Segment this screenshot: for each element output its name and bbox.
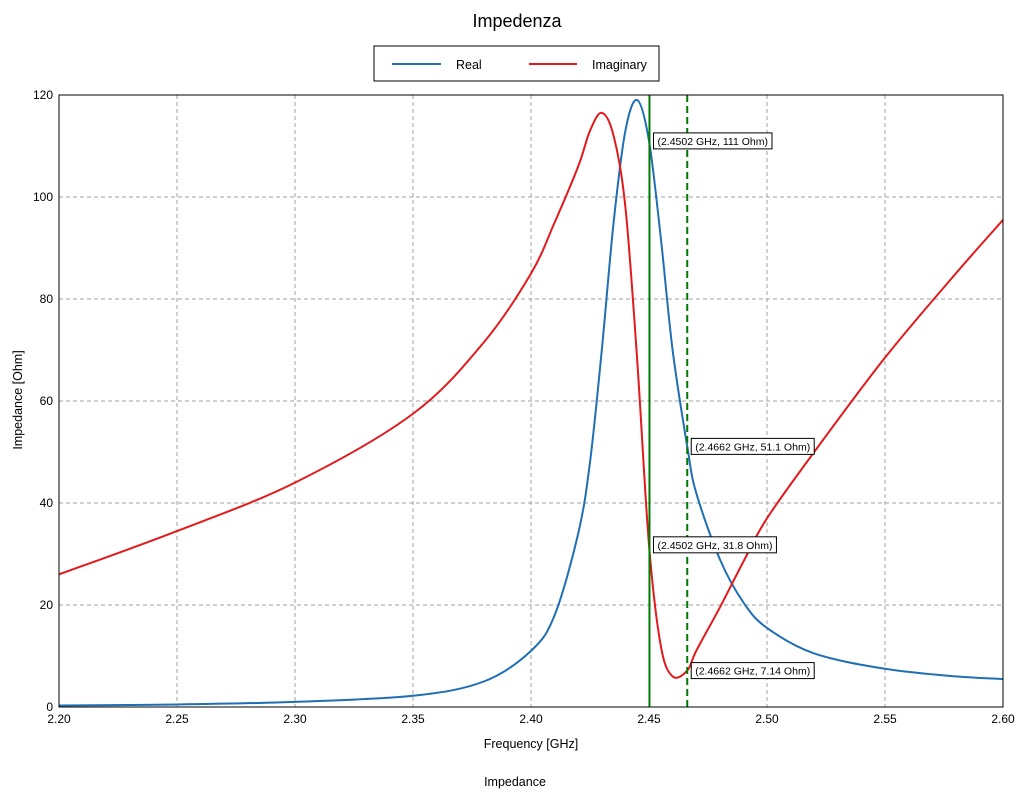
annotation-box — [690, 662, 815, 680]
annotation-box — [690, 437, 815, 455]
x-tick-label: 2.20 — [47, 712, 71, 726]
y-tick-label: 40 — [40, 496, 54, 510]
footer-label: Impedance — [484, 775, 546, 789]
annotation-text: (2.4662 GHz, 7.14 Ohm) — [695, 666, 810, 678]
y-tick-label: 20 — [40, 598, 54, 612]
annotation-text: (2.4502 GHz, 31.8 Ohm) — [657, 540, 772, 552]
annotation: (2.4502 GHz, 31.8 Ohm) — [652, 536, 777, 554]
y-axis-label: Impedance [Ohm] — [11, 350, 25, 449]
x-tick-label: 2.55 — [873, 712, 897, 726]
annotation-text: (2.4502 GHz, 111 Ohm) — [657, 136, 768, 148]
x-tick-label: 2.60 — [991, 712, 1015, 726]
grid — [59, 95, 1003, 707]
y-tick-label: 120 — [33, 88, 53, 102]
annotation-text: (2.4662 GHz, 51.1 Ohm) — [695, 441, 810, 453]
legend-label-imaginary: Imaginary — [592, 58, 648, 72]
plot-frame — [58, 94, 1004, 708]
x-tick-label: 2.40 — [519, 712, 543, 726]
x-tick-label: 2.45 — [637, 712, 661, 726]
y-tick-label: 60 — [40, 394, 54, 408]
annotation: (2.4502 GHz, 111 Ohm) — [652, 132, 773, 150]
legend-label-real: Real — [456, 58, 482, 72]
x-tick-label: 2.25 — [165, 712, 189, 726]
annotation-box — [652, 132, 773, 150]
chart-title: Impedenza — [472, 11, 562, 31]
annotations: (2.4502 GHz, 111 Ohm) (2.4502 GHz, 31.8 O… — [652, 132, 815, 680]
x-axis-label: Frequency [GHz] — [484, 737, 578, 751]
annotation-box — [652, 536, 777, 554]
y-tick-label: 100 — [33, 190, 53, 204]
legend: Real Imaginary — [373, 45, 660, 82]
series-lines — [58, 99, 1004, 707]
series-line-real — [58, 99, 1004, 707]
y-tick-label: 80 — [40, 292, 54, 306]
x-tick-label: 2.50 — [755, 712, 779, 726]
x-tick-labels: 2.20 2.25 2.30 2.35 2.40 2.45 2.50 2.55 2.60 — [47, 712, 1015, 726]
annotation: (2.4662 GHz, 51.1 Ohm) — [690, 437, 815, 455]
series-line-imaginary — [58, 111, 1004, 679]
x-tick-label: 2.30 — [283, 712, 307, 726]
y-tick-label: 0 — [46, 700, 53, 714]
y-tick-labels: 0 20 40 60 80 100 120 — [33, 88, 53, 714]
marker-lines — [648, 95, 689, 707]
annotation: (2.4662 GHz, 7.14 Ohm) — [690, 662, 815, 680]
x-tick-label: 2.35 — [401, 712, 425, 726]
